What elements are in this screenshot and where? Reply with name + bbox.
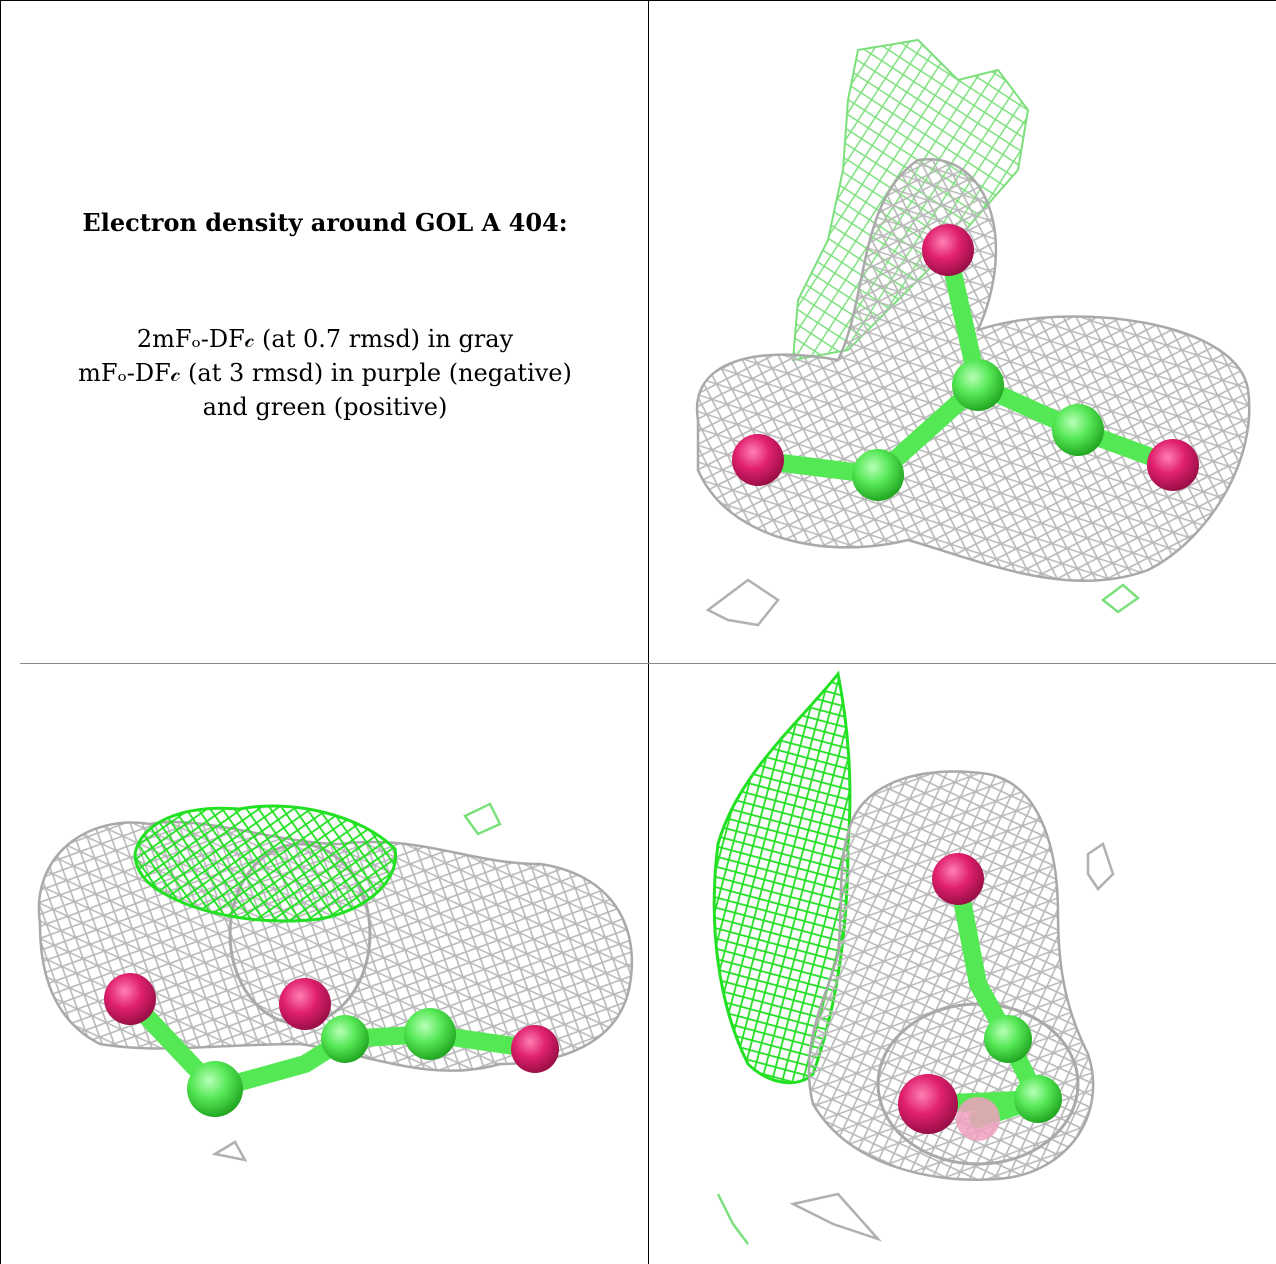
density-image-2: [37, 802, 634, 1162]
caption-line-1: 2mFₒ-DF𝒸 (at 0.7 rmsd) in gray: [136, 325, 514, 353]
carbon-atom: [1052, 404, 1104, 456]
oxygen-atom: [104, 973, 156, 1025]
mesh-fragment: [211, 1140, 248, 1162]
oxygen-atom: [956, 1097, 1000, 1141]
mesh-fragment: [716, 1193, 749, 1245]
carbon-atom: [321, 1015, 369, 1063]
carbon-atom: [952, 359, 1004, 411]
mesh-fragment: [1086, 842, 1115, 891]
mesh-fragment: [705, 578, 780, 627]
oxygen-atom: [898, 1074, 958, 1134]
oxygen-atom: [1147, 439, 1199, 491]
caption-title: Electron density around GOL A 404:: [82, 208, 568, 237]
oxygen-atom: [932, 853, 984, 905]
mesh-fragment: [463, 802, 502, 836]
positive-difference-mesh: [712, 670, 852, 1085]
caption-description: 2mFₒ-DF𝒸 (at 0.7 rmsd) in gray mFₒ-DF𝒸 (…: [20, 322, 630, 424]
mesh-fragment: [1100, 583, 1141, 614]
density-image-1: [695, 38, 1251, 627]
caption-line-3: and green (positive): [202, 393, 448, 421]
border-middle-vertical: [648, 0, 649, 1264]
carbon-atom: [1014, 1075, 1062, 1123]
caption: Electron density around GOL A 404: 2mFₒ-…: [20, 0, 630, 664]
carbon-atom: [984, 1015, 1032, 1063]
twofofc-mesh-ring: [876, 1002, 1080, 1166]
density-view-3: [648, 664, 1276, 1264]
border-top: [0, 0, 1276, 1]
border-middle-horizontal: [20, 663, 1276, 664]
carbon-atom: [852, 449, 904, 501]
oxygen-atom: [279, 978, 331, 1030]
oxygen-atom: [511, 1025, 559, 1073]
carbon-atom: [187, 1061, 243, 1117]
oxygen-atom: [732, 434, 784, 486]
density-image-3: [712, 670, 1115, 1245]
density-view-2: [0, 664, 648, 1264]
carbon-atom: [404, 1008, 456, 1060]
caption-line-2: mFₒ-DF𝒸 (at 3 rmsd) in purple (negative): [78, 359, 572, 387]
border-left: [0, 0, 1, 1264]
caption-cell: Electron density around GOL A 404: 2mFₒ-…: [0, 0, 648, 664]
oxygen-atom: [922, 224, 974, 276]
positive-difference-mesh: [133, 804, 398, 923]
density-view-1: [648, 0, 1276, 664]
mesh-fragment: [789, 1192, 883, 1242]
